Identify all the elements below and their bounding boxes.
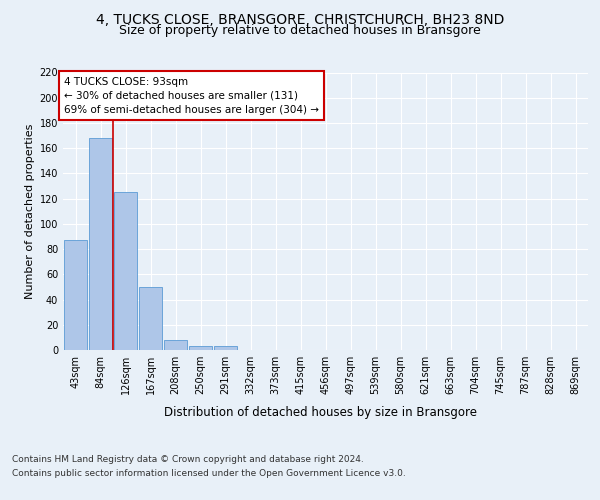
Text: Contains public sector information licensed under the Open Government Licence v3: Contains public sector information licen…	[12, 468, 406, 477]
Text: 4, TUCKS CLOSE, BRANSGORE, CHRISTCHURCH, BH23 8ND: 4, TUCKS CLOSE, BRANSGORE, CHRISTCHURCH,…	[96, 12, 504, 26]
Bar	[89, 138, 112, 350]
Y-axis label: Number of detached properties: Number of detached properties	[25, 124, 35, 299]
Text: Distribution of detached houses by size in Bransgore: Distribution of detached houses by size …	[164, 406, 478, 419]
Bar	[189, 346, 212, 350]
Bar	[114, 192, 137, 350]
Text: Size of property relative to detached houses in Bransgore: Size of property relative to detached ho…	[119, 24, 481, 37]
Text: Contains HM Land Registry data © Crown copyright and database right 2024.: Contains HM Land Registry data © Crown c…	[12, 455, 364, 464]
Bar	[139, 287, 162, 350]
Bar	[164, 340, 187, 350]
Bar	[64, 240, 87, 350]
Text: 4 TUCKS CLOSE: 93sqm
← 30% of detached houses are smaller (131)
69% of semi-deta: 4 TUCKS CLOSE: 93sqm ← 30% of detached h…	[64, 76, 319, 114]
Bar	[214, 346, 237, 350]
